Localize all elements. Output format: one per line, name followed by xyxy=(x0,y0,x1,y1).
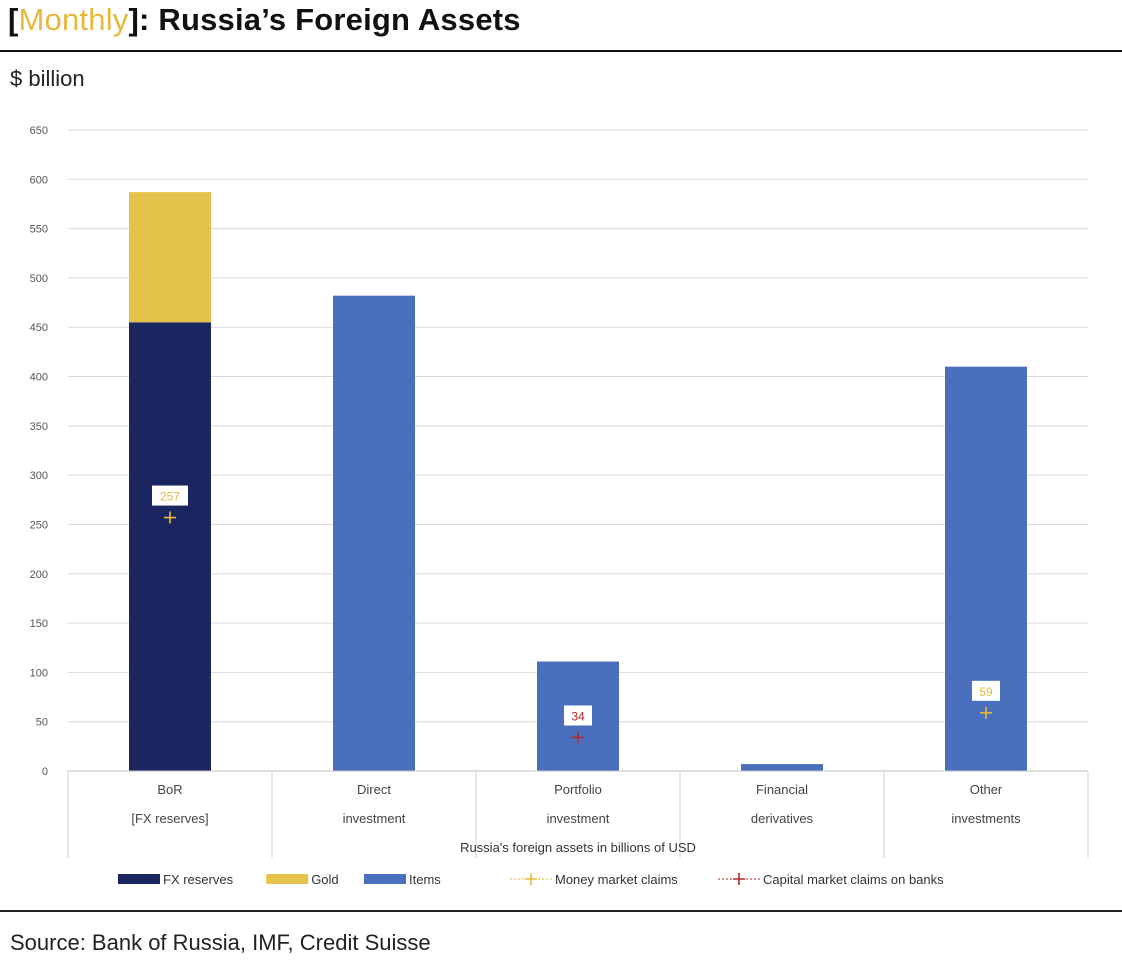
legend-label: Capital market claims on banks xyxy=(763,872,944,887)
title-accent: Monthly xyxy=(18,2,129,37)
data-label: 257 xyxy=(160,490,180,504)
y-tick-label: 350 xyxy=(30,421,48,433)
title-text: : Russia’s Foreign Assets xyxy=(139,2,521,37)
y-tick-label: 600 xyxy=(30,174,48,186)
marker-point xyxy=(572,731,584,744)
x-tick-label: investments xyxy=(951,811,1021,826)
y-tick-label: 450 xyxy=(30,322,48,334)
y-tick-label: 500 xyxy=(30,273,48,285)
data-label-box xyxy=(972,680,1000,701)
legend-swatch xyxy=(364,874,406,884)
data-label-box xyxy=(564,705,592,726)
y-tick-label: 300 xyxy=(30,470,48,482)
data-label-box xyxy=(152,485,188,506)
title-bracket-open: [ xyxy=(8,2,19,37)
x-tick-label: investment xyxy=(343,811,406,826)
bar xyxy=(333,295,415,771)
bar xyxy=(741,764,823,771)
x-tick-label: derivatives xyxy=(751,811,814,826)
x-tick-label: Portfolio xyxy=(554,782,602,797)
x-tick-label: Direct xyxy=(357,782,391,797)
data-label: 59 xyxy=(979,685,993,699)
unit-label: $ billion xyxy=(10,66,85,91)
title-divider xyxy=(0,50,1122,52)
legend-label: FX reserves xyxy=(163,872,234,887)
y-tick-label: 0 xyxy=(42,766,48,778)
legend-swatch xyxy=(266,874,309,884)
legend-swatch xyxy=(118,874,160,884)
y-tick-label: 50 xyxy=(36,717,48,729)
chart-title: [Monthly]: Russia’s Foreign Assets xyxy=(8,2,521,38)
y-tick-label: 150 xyxy=(30,618,48,630)
bar-chart: 0 50 100 150 200 250 300 350 400 450 500 550 600 650 B… xyxy=(30,125,1089,887)
x-tick-label: Financial xyxy=(756,782,808,797)
y-tick-label: 250 xyxy=(30,519,48,531)
y-tick-label: 650 xyxy=(30,125,48,137)
y-tick-label: 550 xyxy=(30,224,48,236)
legend-marker xyxy=(733,873,745,885)
x-tick-label: investment xyxy=(547,811,610,826)
legend-label: Money market claims xyxy=(555,872,678,887)
y-tick-label: 100 xyxy=(30,667,48,679)
source-divider xyxy=(0,910,1122,912)
legend-label: Items xyxy=(409,872,441,887)
title-bracket-close: ] xyxy=(128,2,140,37)
x-axis-title: Russia's foreign assets in billions of U… xyxy=(460,840,696,855)
y-tick-label: 400 xyxy=(30,372,48,384)
marker-point xyxy=(164,511,176,524)
bar xyxy=(129,322,211,771)
x-tick-label: Other xyxy=(970,782,1003,797)
marker-point xyxy=(980,706,992,719)
x-tick-label: [FX reserves] xyxy=(131,811,208,826)
x-tick-label: BoR xyxy=(157,782,182,797)
bar xyxy=(129,192,211,323)
legend-marker xyxy=(525,873,537,885)
source-note: Source: Bank of Russia, IMF, Credit Suis… xyxy=(10,930,431,955)
legend-label: Gold xyxy=(311,872,338,887)
y-tick-label: 200 xyxy=(30,569,48,581)
bar xyxy=(945,366,1027,771)
data-label: 34 xyxy=(571,709,585,723)
